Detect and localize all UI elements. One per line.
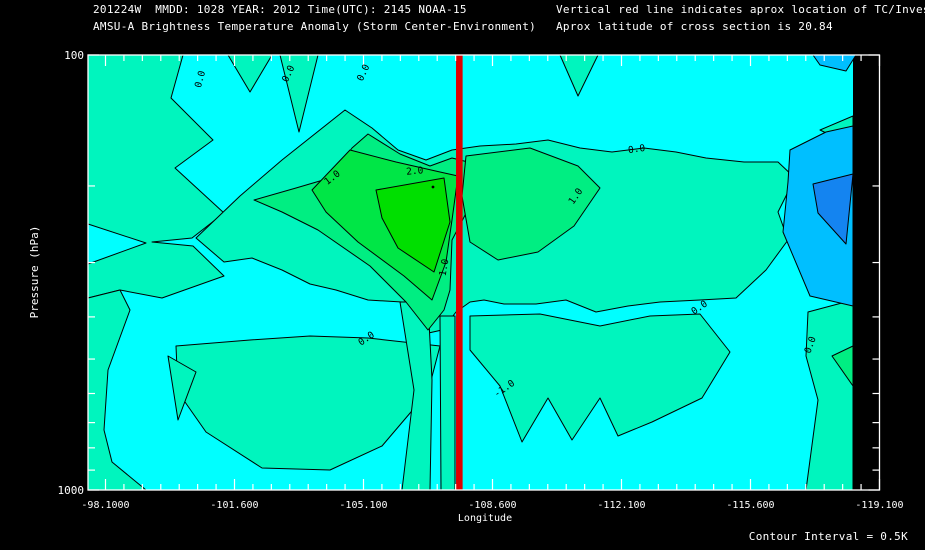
contour-region-blue-patch [812,173,854,245]
latitude-note: Aprox latitude of cross section is 20.84 [556,20,833,33]
x-tick-label: -115.600 [726,500,774,511]
contour-value-label: 0.0 [627,143,646,156]
contour-region-spring-right-wedge [831,345,854,387]
x-tick-label: -119.100 [855,500,903,511]
x-axis-title: Longitude [458,513,512,524]
redline-note: Vertical red line indicates aprox locati… [556,3,925,16]
plot-title-line: AMSU-A Brightness Temperature Anomaly (S… [93,20,537,33]
x-tick-label: -108.600 [468,500,516,511]
y-axis-title: Pressure (hPa) [28,226,41,319]
contour-value-label: 0.0 [193,69,208,89]
plot-id-line: 201224W MMDD: 1028 YEAR: 2012 Time(UTC):… [93,3,467,16]
x-tick-label: -101.600 [210,500,258,511]
contour-region-teal-mini-triangle [167,355,197,421]
contour-region-lightblue-patch [782,125,854,307]
contour-region-spring-east-tongue [461,147,601,261]
contour-region-teal-bottomright-band [469,313,731,443]
contour-region-teal-bottomleft-blob [175,335,441,471]
y-tick-label: 100 [64,49,84,62]
plot-frame [87,54,881,491]
x-tick-label: -105.100 [339,500,387,511]
contour-region-green-core [375,177,451,273]
tc-location-red-line [456,55,463,490]
x-tick-label: -98.1000 [81,500,129,511]
contour-value-label: 2.0 [406,165,424,177]
contour-interval-label: Contour Interval = 0.5K [748,530,908,543]
x-tick-label: -112.100 [597,500,645,511]
contour-region-teal-channel-2 [439,315,456,491]
contour-micro-dot [431,185,435,189]
y-tick-label: 1000 [58,484,85,497]
contour-value-label: 1.0 [438,258,452,277]
